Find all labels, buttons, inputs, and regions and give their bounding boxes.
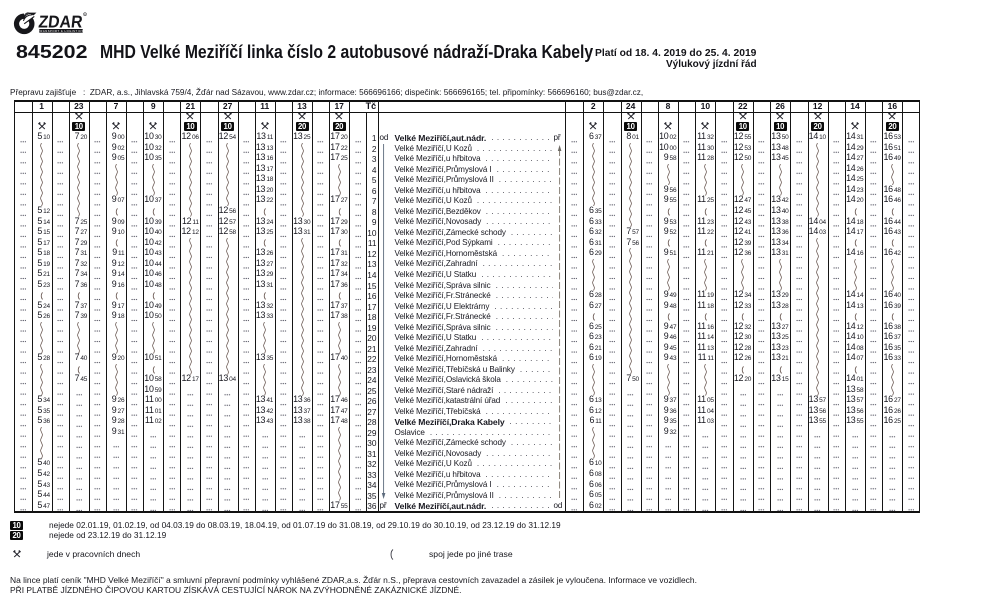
svg-text:ZDAR: ZDAR [38,12,85,31]
svg-text:TRANSPORT & LOGISTICS: TRANSPORT & LOGISTICS [38,28,84,32]
svg-text:R: R [84,12,86,16]
